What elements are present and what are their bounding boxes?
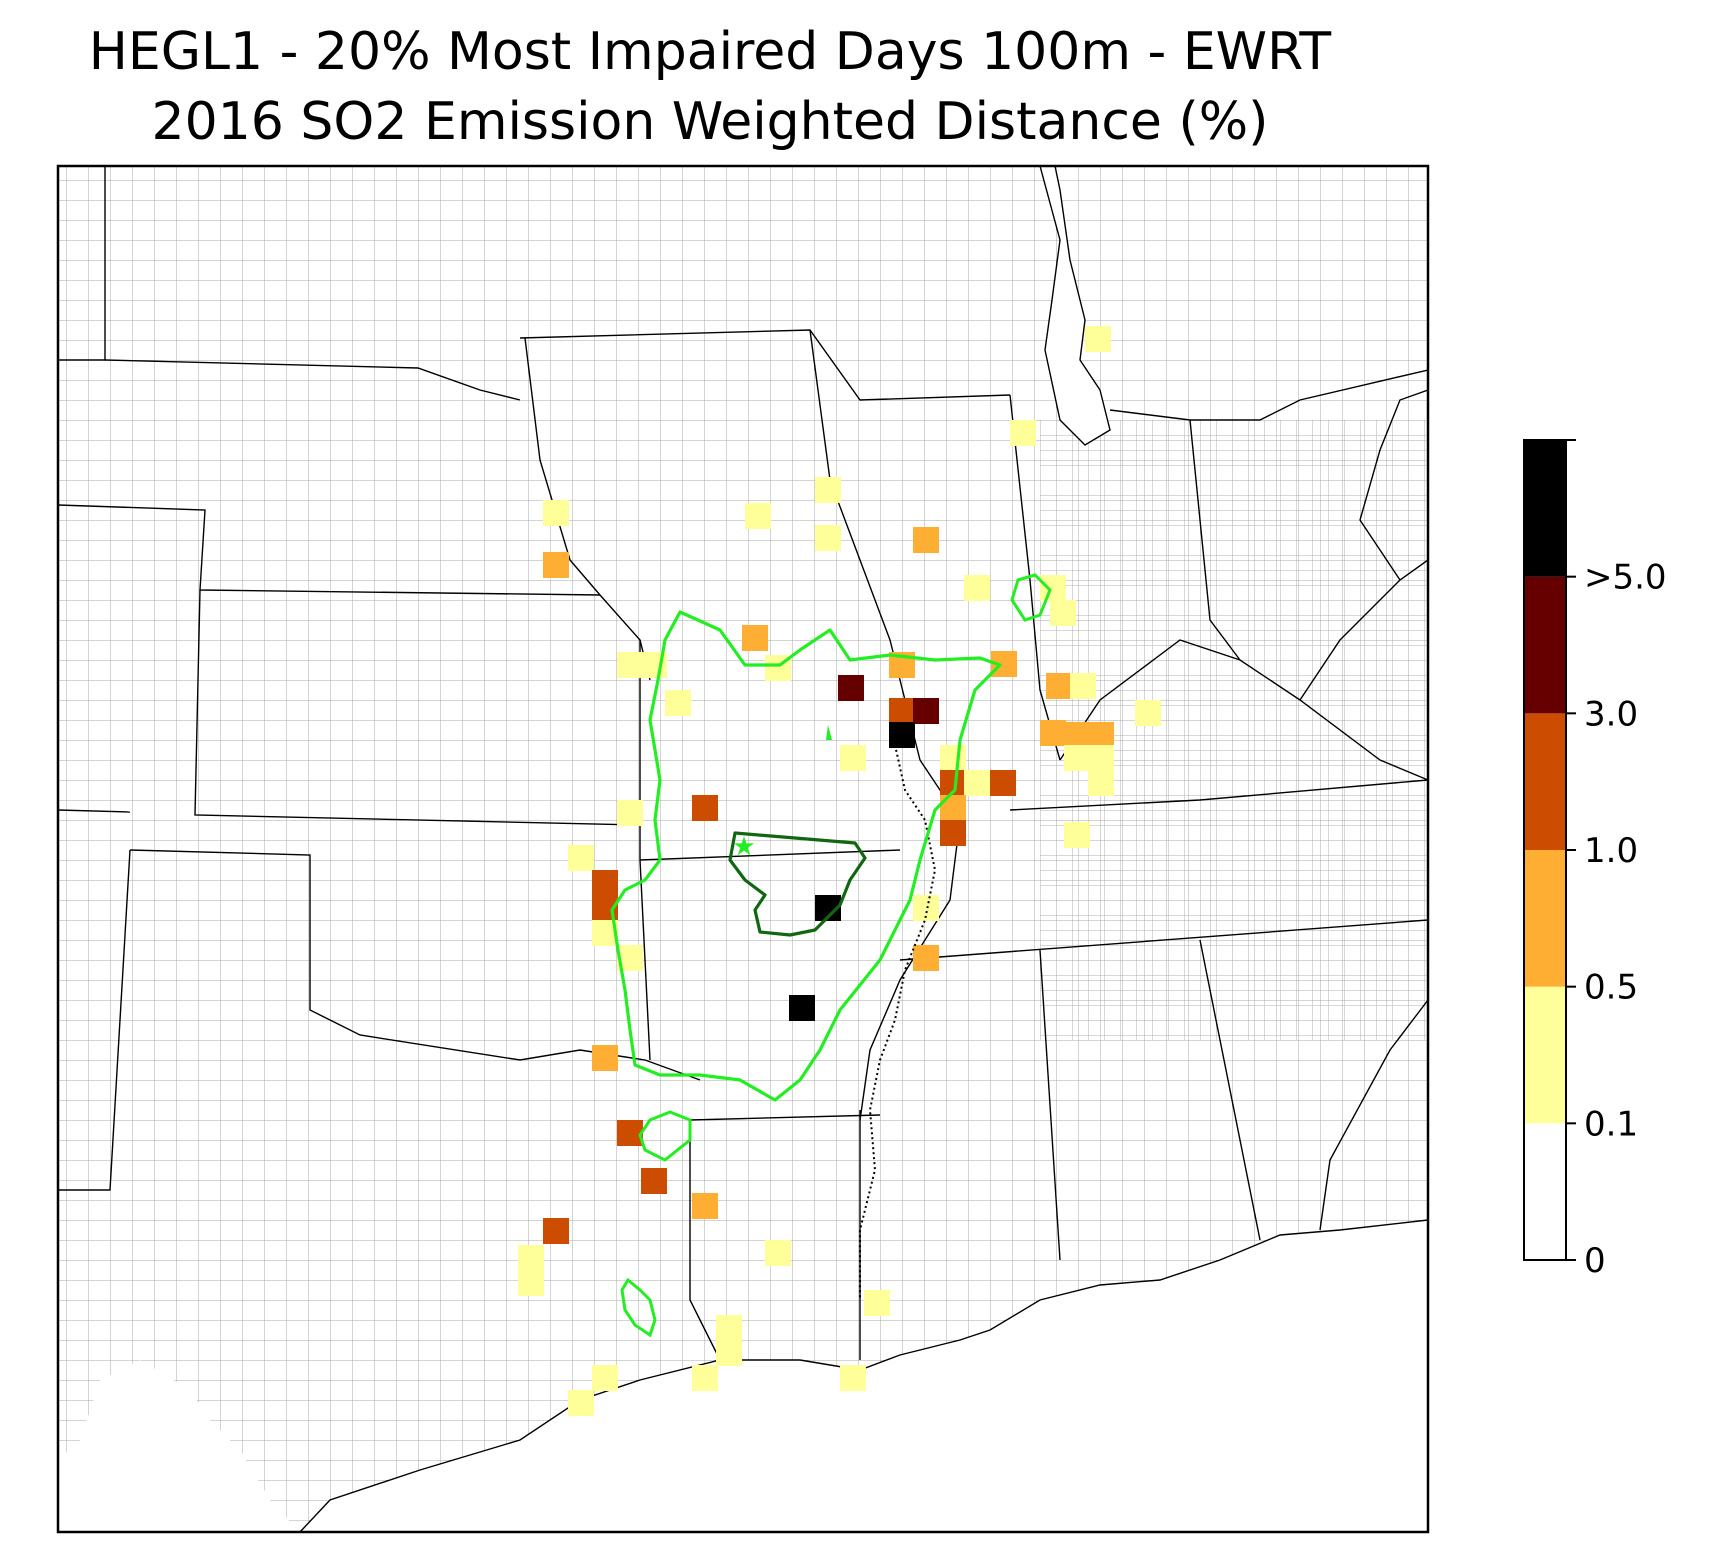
emission-cell [815, 477, 841, 503]
emission-cell [518, 1245, 544, 1271]
emission-cell [1088, 770, 1114, 796]
map-title-line-1: HEGL1 - 20% Most Impaired Days 100m - EW… [88, 22, 1332, 82]
emission-cell [838, 675, 864, 701]
star-icon: ★ [732, 832, 755, 862]
gulf-coastline [299, 1219, 1428, 1532]
emission-cell [568, 1390, 594, 1416]
colorbar-tick-label: 0.1 [1584, 1104, 1638, 1144]
emission-cell [617, 1120, 643, 1146]
emission-cell [641, 1168, 667, 1194]
colorbar-tick-label: >5.0 [1584, 558, 1667, 598]
emission-cell [742, 625, 768, 651]
emission-cell [665, 690, 691, 716]
colorbar-bin [1524, 440, 1566, 577]
emission-cell [913, 698, 939, 724]
colorbar-tick-label: 0.5 [1584, 968, 1638, 1008]
emission-cell [864, 1290, 890, 1316]
contour-outer [610, 610, 1002, 1102]
emission-cell [789, 995, 815, 1021]
emission-cell [518, 1270, 544, 1296]
emission-cell [964, 770, 990, 796]
emission-cell [913, 527, 939, 553]
map-title-line-2: 2016 SO2 Emission Weighted Distance (%) [151, 92, 1269, 152]
emission-cell [692, 1193, 718, 1219]
mississippi-river [859, 744, 937, 1300]
emission-cell [1085, 326, 1111, 352]
emission-cell [568, 845, 594, 871]
emission-cell [543, 1218, 569, 1244]
colorbar-bin [1524, 850, 1566, 987]
emission-cell [592, 1045, 618, 1071]
emission-cell [1064, 822, 1090, 848]
emission-cell [543, 500, 569, 526]
emission-cell [1070, 673, 1096, 699]
mexico-area [58, 1360, 300, 1532]
emission-cell [716, 1315, 742, 1341]
emission-cell [1046, 673, 1072, 699]
emission-cell [840, 1365, 866, 1391]
emission-cell [990, 770, 1016, 796]
emission-cell [1088, 745, 1114, 771]
contour-inner [728, 831, 867, 937]
contour-blob-south [638, 1110, 692, 1162]
contour-blob-north [1010, 573, 1052, 622]
emission-cell [1040, 720, 1066, 746]
emission-cell [964, 575, 990, 601]
emission-cell [1088, 722, 1114, 748]
emission-cell [889, 698, 915, 724]
emission-cell [889, 722, 915, 748]
map-frame [56, 164, 1430, 1534]
state-boundaries [58, 166, 1428, 1361]
colorbar-bin [1524, 986, 1566, 1124]
emission-cell [1010, 420, 1036, 446]
emission-cell [592, 1365, 618, 1391]
colorbar-tick-label: 1.0 [1584, 831, 1638, 871]
emission-cell [840, 745, 866, 771]
emission-cell [617, 652, 643, 678]
emission-cell [592, 870, 618, 896]
contour-blob-tiny [826, 725, 832, 740]
emission-cell [1135, 700, 1161, 726]
emission-cell [765, 1240, 791, 1266]
emission-cell [617, 800, 643, 826]
colorbar-bin [1524, 713, 1566, 850]
emission-cell [1064, 745, 1090, 771]
colorbar-bin [1524, 1123, 1566, 1260]
emission-cell [745, 503, 771, 529]
emission-cell [1064, 722, 1090, 748]
emission-cell [543, 552, 569, 578]
emission-cell [1050, 600, 1076, 626]
lake-michigan [1039, 166, 1111, 446]
colorbar-bin [1524, 576, 1566, 714]
emission-cell [940, 820, 966, 846]
emission-cell [716, 1340, 742, 1366]
colorbar-tick-label: 0 [1584, 1241, 1606, 1281]
emission-cell [692, 1365, 718, 1391]
colorbar-tick-label: 3.0 [1584, 694, 1638, 734]
emission-cell [1040, 575, 1066, 601]
emission-cell [815, 525, 841, 551]
emission-cell [913, 945, 939, 971]
contour-blob-texas [620, 1277, 657, 1338]
emission-cell [940, 745, 966, 771]
emission-cell [692, 795, 718, 821]
